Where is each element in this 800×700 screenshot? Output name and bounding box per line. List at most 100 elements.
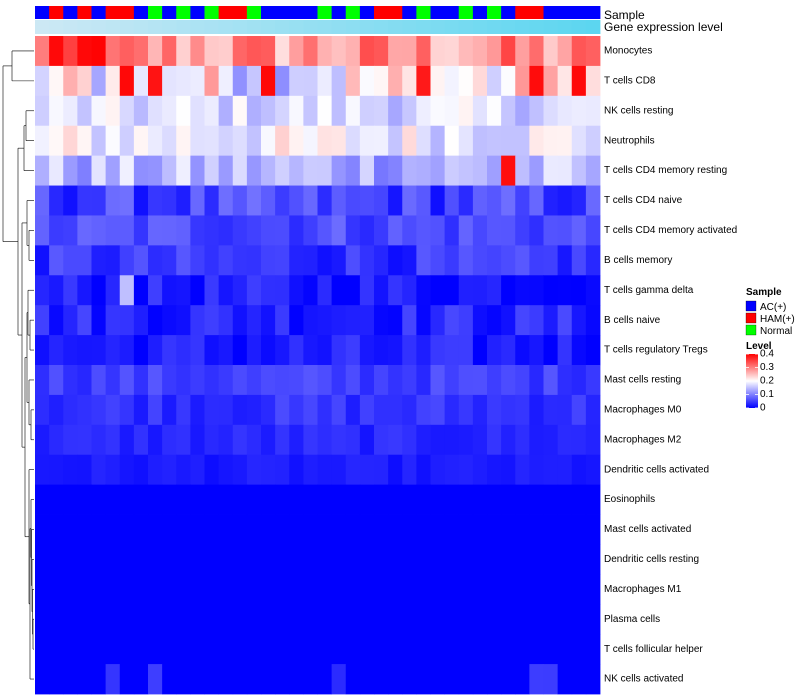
- heatmap-cell: [35, 664, 50, 695]
- heatmap-cell: [246, 335, 262, 366]
- heatmap-cell: [543, 424, 559, 456]
- heatmap-cell: [571, 544, 587, 575]
- sample-annotation-cell: [49, 6, 64, 19]
- heatmap-cell: [345, 215, 361, 246]
- heatmap-cell: [359, 215, 375, 246]
- heatmap-cell: [529, 125, 544, 157]
- heatmap-cell: [63, 394, 78, 426]
- heatmap-cell: [133, 335, 149, 366]
- heatmap-cell: [515, 484, 530, 515]
- heatmap-cell: [501, 36, 516, 67]
- heatmap-cell: [458, 245, 474, 276]
- heatmap-cell: [148, 155, 163, 186]
- heatmap-cell: [472, 155, 488, 186]
- heatmap-cell: [261, 215, 276, 246]
- heatmap-cell: [218, 604, 234, 635]
- heatmap-cell: [585, 634, 601, 665]
- heatmap-cell: [345, 514, 361, 545]
- heatmap-cell: [585, 424, 601, 456]
- heatmap-cell: [487, 335, 502, 366]
- heatmap-cell: [63, 335, 78, 366]
- heatmap-cell: [204, 36, 220, 67]
- heatmap-cell: [133, 634, 149, 665]
- heatmap-cell: [91, 125, 107, 157]
- expression-annotation-cell: [374, 20, 389, 34]
- heatmap-cell: [430, 125, 446, 157]
- heatmap-cell: [162, 36, 177, 67]
- heatmap-cell: [585, 36, 601, 67]
- legend-label-normal: Normal: [760, 326, 792, 337]
- heatmap-cell: [571, 484, 587, 515]
- heatmap-cell: [416, 36, 431, 67]
- sample-annotation-cell: [246, 6, 262, 19]
- heatmap-cell: [218, 95, 234, 127]
- heatmap-cell: [444, 335, 460, 366]
- heatmap-cell: [105, 574, 121, 605]
- heatmap-cell: [458, 514, 474, 545]
- heatmap-cell: [176, 155, 191, 186]
- heatmap-cell: [444, 185, 460, 216]
- row-label: T cells CD8: [604, 76, 656, 87]
- heatmap-cell: [529, 484, 544, 515]
- heatmap-cell: [289, 394, 304, 426]
- heatmap-cell: [63, 275, 78, 306]
- heatmap-cell: [388, 454, 403, 486]
- heatmap-cell: [585, 664, 601, 695]
- legend-sample-title: Sample: [746, 287, 782, 298]
- sample-annotation-cell: [543, 6, 559, 19]
- heatmap-cell: [162, 454, 177, 486]
- heatmap-cell: [458, 305, 474, 336]
- expression-annotation-cell: [430, 20, 446, 34]
- heatmap-cell: [515, 365, 530, 396]
- heatmap-cell: [303, 454, 318, 486]
- heatmap-cell: [345, 454, 361, 486]
- heatmap-cell: [543, 454, 559, 486]
- heatmap-cell: [529, 424, 544, 456]
- heatmap-cell: [585, 275, 601, 306]
- heatmap-cell: [515, 305, 530, 336]
- heatmap-cell: [275, 664, 290, 695]
- sample-annotation-cell: [303, 6, 318, 19]
- heatmap-cell: [91, 424, 107, 456]
- heatmap-cell: [585, 185, 601, 216]
- row-label: T cells CD4 memory activated: [604, 225, 737, 236]
- heatmap-cell: [261, 95, 276, 127]
- row-label: B cells naive: [604, 315, 661, 326]
- heatmap-cell: [190, 245, 205, 276]
- heatmap-cell: [63, 155, 78, 186]
- heatmap-cell: [388, 634, 403, 665]
- heatmap-cell: [359, 245, 375, 276]
- heatmap-cell: [119, 454, 135, 486]
- heatmap-cell: [430, 335, 446, 366]
- heatmap-cell: [458, 185, 474, 216]
- heatmap-cell: [289, 215, 304, 246]
- heatmap-cell: [571, 185, 587, 216]
- heatmap-cell: [275, 65, 290, 97]
- heatmap-cell: [359, 574, 375, 605]
- heatmap-cell: [472, 514, 488, 545]
- expression-annotation-cell: [261, 20, 276, 34]
- heatmap-cell: [515, 394, 530, 426]
- heatmap-cell: [232, 454, 248, 486]
- heatmap-cell: [162, 155, 177, 186]
- sample-annotation-cell: [374, 6, 389, 19]
- heatmap-cell: [444, 634, 460, 665]
- heatmap-cell: [458, 36, 474, 67]
- heatmap-cell: [63, 574, 78, 605]
- heatmap-cell: [246, 95, 262, 127]
- heatmap-cell: [487, 155, 502, 186]
- heatmap-cell: [571, 335, 587, 366]
- heatmap-cell: [204, 215, 220, 246]
- heatmap-cell: [416, 394, 431, 426]
- heatmap-cell: [91, 484, 107, 515]
- row-label: Plasma cells: [604, 614, 660, 625]
- heatmap-cell: [374, 215, 389, 246]
- heatmap-cell: [529, 454, 544, 486]
- heatmap-cell: [331, 664, 347, 695]
- heatmap-cell: [331, 514, 347, 545]
- heatmap-cell: [472, 484, 488, 515]
- heatmap-cell: [416, 544, 431, 575]
- row-label: B cells memory: [604, 255, 672, 266]
- heatmap-cell: [529, 634, 544, 665]
- heatmap-cell: [515, 215, 530, 246]
